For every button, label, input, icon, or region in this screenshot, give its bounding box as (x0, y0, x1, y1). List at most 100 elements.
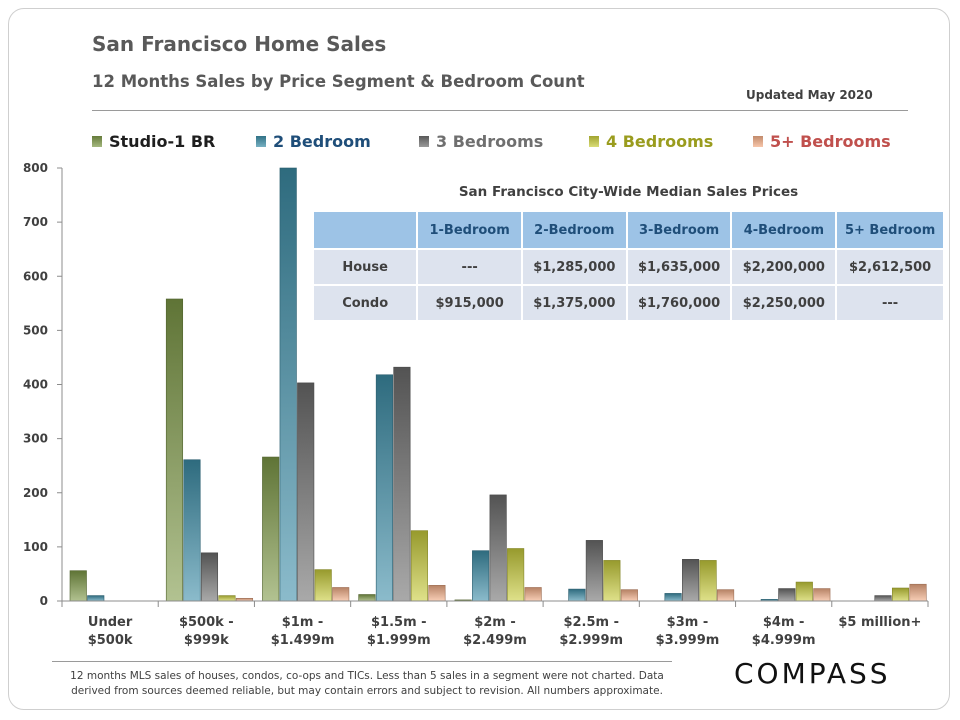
bar (200, 552, 219, 602)
bar (87, 595, 105, 602)
table-header-cell: 5+ Bedroom (835, 210, 945, 250)
y-tick-label: 0 (40, 594, 48, 608)
bar (393, 366, 411, 602)
updated-date: Updated May 2020 (746, 88, 873, 102)
bar (603, 560, 621, 602)
table-cell: $915,000 (416, 284, 523, 322)
table-cell: --- (835, 284, 945, 322)
legend-label: 4 Bedrooms (606, 132, 714, 151)
median-table-caption: San Francisco City-Wide Median Sales Pri… (458, 184, 799, 200)
table-cell: House (311, 248, 419, 286)
x-tick-label: $1m - (282, 615, 324, 630)
bar (778, 588, 796, 602)
y-axis: 0 100 200 300 400 500 600 700 800 (23, 161, 63, 608)
bar (682, 559, 700, 602)
footnote-line: derived from sources deemed reliable, bu… (71, 685, 663, 697)
bar (183, 459, 201, 602)
x-axis: Under $500k $500k - $999k $1m - $1.499m $1.5m … (61, 600, 929, 648)
bar (699, 560, 717, 602)
legend-swatch (589, 136, 599, 147)
legend-item-studio-1br: Studio-1 BR (92, 132, 215, 151)
table-cell: $1,285,000 (520, 248, 628, 286)
x-tick-label: Under (88, 615, 133, 630)
x-tick-label: $500k - (179, 615, 234, 630)
table-row-house: House --- $1,285,000 $1,635,000 $2,200,0… (311, 248, 945, 286)
legend-item-3-bedrooms: 3 Bedrooms (419, 132, 543, 151)
page-subtitle: 12 Months Sales by Price Segment & Bedro… (92, 72, 585, 91)
y-tick-label: 300 (23, 432, 48, 446)
table-cell: $2,612,500 (835, 248, 945, 286)
bar (891, 587, 910, 602)
x-tick-label: $2m - (474, 615, 516, 630)
bar (262, 456, 280, 602)
table-cell: $1,760,000 (625, 284, 733, 322)
bar (472, 550, 490, 602)
median-table-grid: 1-Bedroom 2-Bedroom 3-Bedroom 4-Bedroom … (311, 210, 945, 322)
slide-frame (8, 8, 950, 710)
legend-label: 3 Bedrooms (436, 132, 544, 151)
x-tick-label: $3m - (667, 615, 709, 630)
y-tick-label: 200 (23, 486, 48, 500)
table-header-cell: 1-Bedroom (416, 210, 523, 250)
table-header-cell (311, 210, 419, 250)
table-cell: $1,375,000 (520, 284, 628, 322)
legend-swatch (419, 136, 429, 147)
bar (507, 548, 525, 602)
bar (375, 374, 393, 602)
bar (218, 595, 236, 602)
legend-item-4-bedrooms: 4 Bedrooms (589, 132, 713, 151)
chart-bars (69, 167, 927, 602)
table-cell: $1,635,000 (625, 248, 733, 286)
header-divider (92, 110, 908, 111)
bar (813, 588, 831, 602)
x-tick-label: $2.5m - (563, 615, 619, 630)
legend-swatch (753, 136, 763, 147)
x-tick-label: $3.999m (656, 633, 720, 648)
y-tick-label: 400 (23, 378, 48, 392)
bar (717, 589, 735, 602)
legend-label: 5+ Bedrooms (770, 132, 891, 151)
bar (585, 540, 603, 602)
x-tick-label: $5 million+ (838, 615, 921, 630)
page-title: San Francisco Home Sales (92, 32, 387, 56)
footnote: 12 months MLS sales of houses, condos, c… (52, 669, 682, 699)
bar (358, 594, 376, 602)
table-cell: $2,200,000 (730, 248, 838, 286)
legend-swatch (256, 136, 266, 147)
bar (620, 589, 638, 602)
bar (165, 298, 184, 602)
bar (909, 583, 927, 602)
x-tick-label: $999k (184, 633, 229, 648)
legend-item-2-bedroom: 2 Bedroom (256, 132, 371, 151)
bar (410, 530, 428, 602)
bar (489, 494, 507, 602)
bar (69, 570, 87, 602)
bar (874, 595, 892, 602)
legend-swatch (92, 136, 102, 147)
footer-divider (52, 661, 672, 662)
bar (314, 569, 332, 602)
footnote-line: 12 months MLS sales of houses, condos, c… (70, 670, 664, 682)
y-tick-label: 700 (23, 215, 48, 229)
bar (332, 587, 350, 602)
table-header-row: 1-Bedroom 2-Bedroom 3-Bedroom 4-Bedroom … (311, 210, 945, 250)
x-tick-label: $4.999m (752, 633, 816, 648)
x-tick-label: $2.499m (463, 633, 527, 648)
x-tick-label: $2.999m (559, 633, 623, 648)
bar (795, 581, 813, 602)
bar (524, 587, 542, 602)
x-tick-label: $500k (88, 633, 133, 648)
x-tick-label: $4m - (763, 615, 805, 630)
y-tick-label: 100 (23, 540, 48, 554)
x-tick-label: $1.499m (271, 633, 335, 648)
y-tick-label: 800 (23, 161, 48, 175)
bar (297, 382, 315, 602)
compass-logo: COMPASS (734, 657, 891, 690)
table-header-cell: 4-Bedroom (730, 210, 838, 250)
table-cell: --- (416, 248, 523, 286)
x-tick-label: $1.999m (367, 633, 431, 648)
bar (428, 585, 446, 602)
table-row-condo: Condo $915,000 $1,375,000 $1,760,000 $2,… (311, 284, 945, 322)
legend-label: Studio-1 BR (109, 132, 216, 151)
